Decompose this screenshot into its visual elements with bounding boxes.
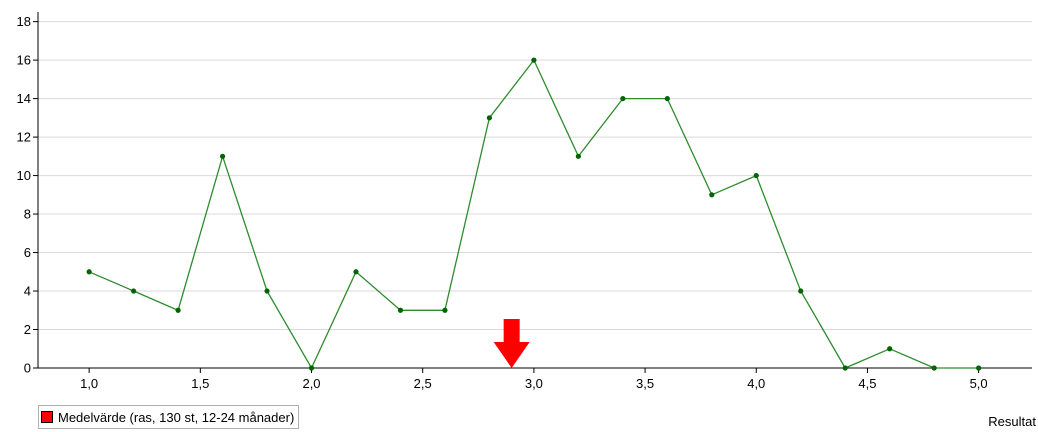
legend-label: Medelvärde (ras, 130 st, 12-24 månader)	[58, 409, 295, 425]
data-point	[175, 307, 181, 313]
data-point	[976, 365, 982, 371]
y-tick-label: 14	[17, 91, 31, 106]
mean-arrow-marker	[493, 319, 530, 368]
y-tick-label: 4	[24, 284, 31, 299]
data-point	[264, 288, 270, 294]
y-tick-label: 18	[17, 14, 31, 29]
x-axis-title: Resultat	[988, 414, 1036, 429]
x-tick-label: 1,5	[191, 376, 209, 391]
data-point	[531, 57, 537, 63]
data-point	[887, 346, 893, 352]
data-point	[620, 95, 626, 102]
data-point	[219, 153, 226, 159]
data-point	[131, 288, 137, 294]
x-tick-label: 1,0	[80, 376, 98, 391]
y-tick-label: 16	[17, 53, 31, 68]
data-point	[798, 288, 804, 294]
grid-lines	[38, 21, 1032, 331]
y-axis-ticks: 0 2 4 6 8 10 12 14 16 18	[17, 14, 38, 376]
x-tick-label: 4,5	[858, 376, 876, 391]
series-line	[86, 57, 982, 371]
y-tick-label: 12	[17, 130, 31, 145]
data-point	[842, 365, 848, 371]
data-point	[931, 365, 937, 371]
data-point	[575, 153, 581, 159]
x-axis-ticks: 1,0 1,5 2,0 2,5 3,0 3,5 4,0 4,5 5,0	[80, 368, 988, 391]
x-tick-label: 2,0	[302, 376, 320, 391]
x-tick-label: 3,0	[525, 376, 543, 391]
data-point	[442, 307, 448, 313]
data-point	[709, 192, 715, 198]
legend-swatch	[41, 411, 53, 423]
data-point	[308, 365, 315, 371]
data-point	[664, 95, 670, 102]
y-tick-label: 0	[24, 361, 31, 376]
legend: Medelvärde (ras, 130 st, 12-24 månader)	[38, 405, 300, 429]
y-tick-label: 6	[24, 245, 31, 260]
x-tick-label: 4,0	[747, 376, 765, 391]
x-tick-label: 5,0	[970, 376, 988, 391]
data-point	[753, 172, 759, 179]
x-tick-label: 3,5	[636, 376, 654, 391]
y-tick-label: 8	[24, 207, 31, 222]
line-chart: 0 2 4 6 8 10 12 14 16 18 1,0 1,5 2,0 2,5 3,0 3,5 4,0 4,5…	[17, 12, 1032, 391]
mean-arrow	[493, 319, 530, 368]
y-tick-label: 10	[17, 168, 31, 183]
data-point	[397, 307, 404, 313]
y-tick-label: 2	[24, 322, 31, 337]
data-point	[86, 269, 92, 275]
data-point	[353, 269, 359, 275]
x-tick-label: 2,5	[414, 376, 432, 391]
data-point	[486, 115, 493, 121]
